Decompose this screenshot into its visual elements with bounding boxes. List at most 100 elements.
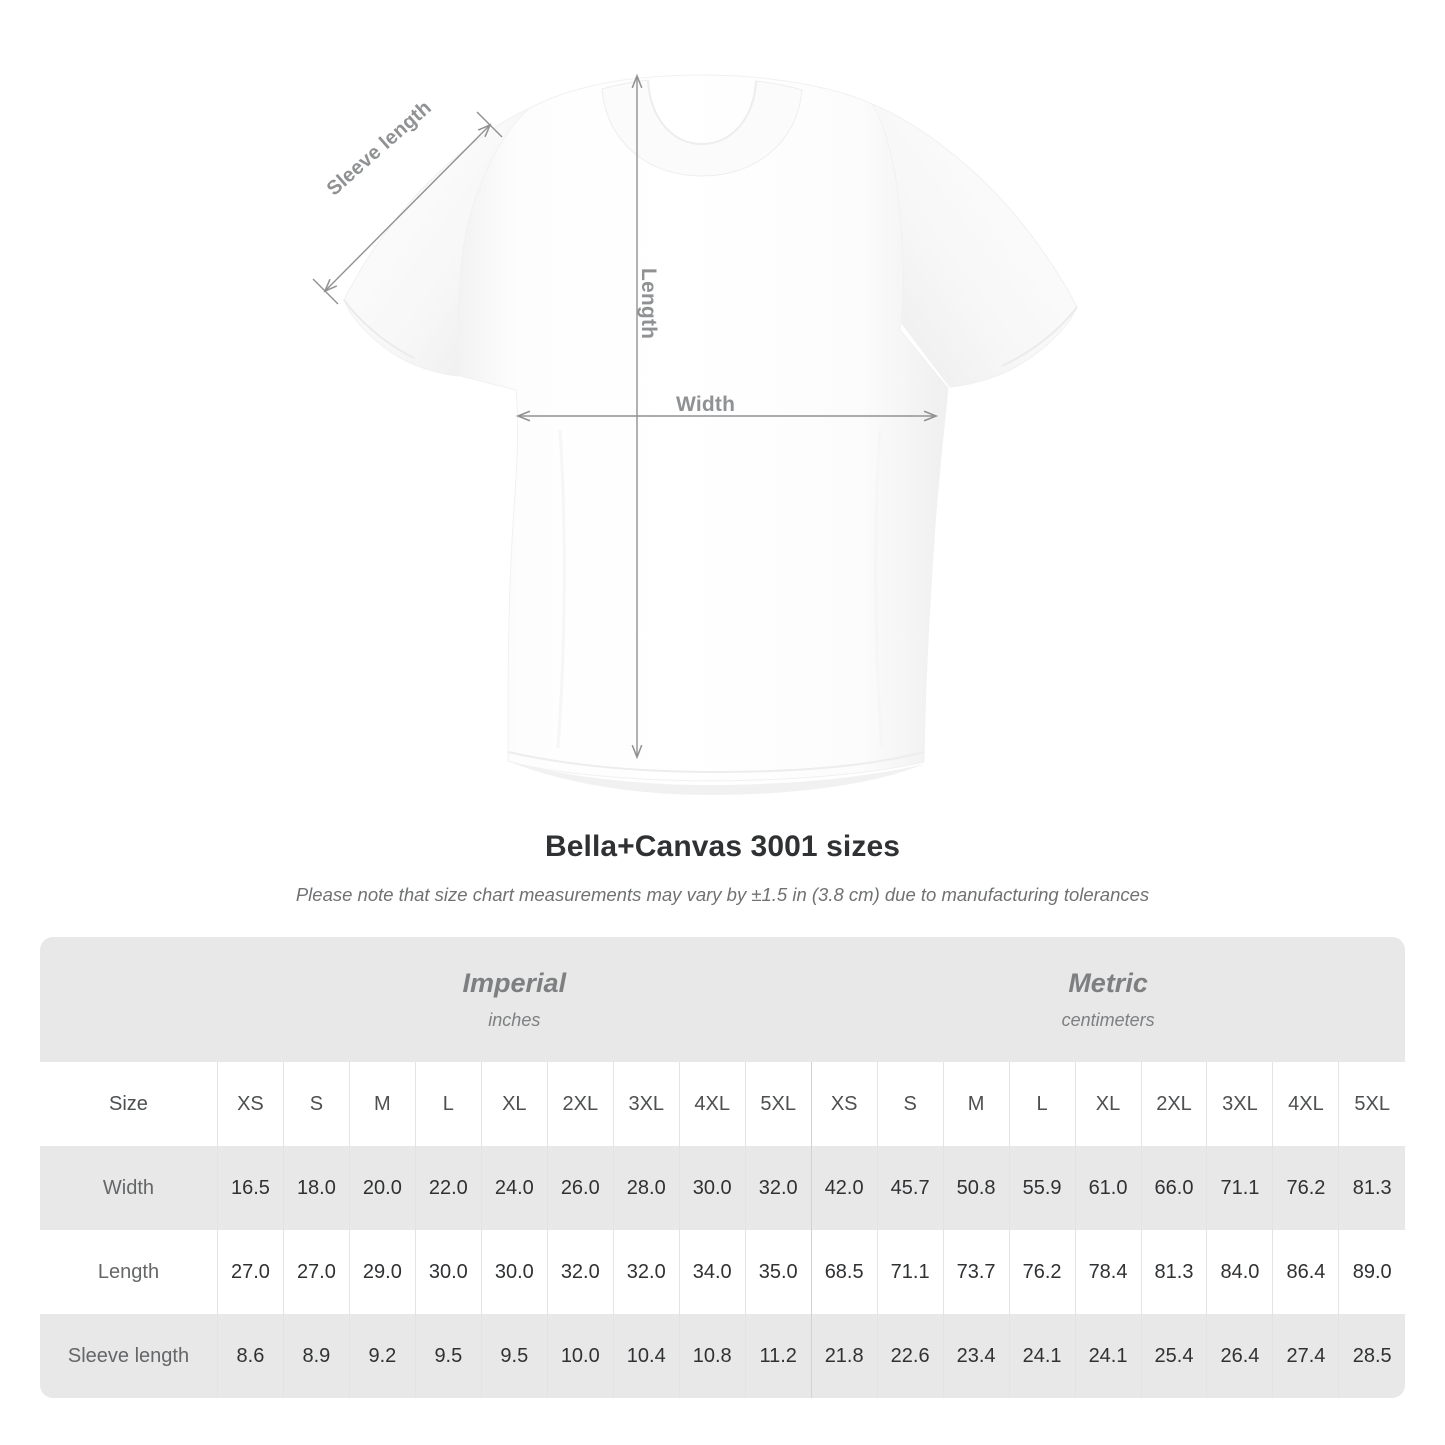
cell-value: 9.5 xyxy=(480,1314,548,1398)
cell-value: 45.7 xyxy=(876,1146,944,1230)
size-header-imperial-m: M xyxy=(348,1062,416,1146)
cell-value: 76.2 xyxy=(1272,1146,1339,1230)
cell-value: 9.2 xyxy=(348,1314,416,1398)
cell-value: 16.5 xyxy=(216,1146,284,1230)
cell-value: 27.0 xyxy=(216,1230,284,1314)
width-label: Width xyxy=(676,393,736,416)
cell-value: 30.0 xyxy=(678,1146,746,1230)
size-header-row: Size XS S M L XL 2XL 3XL 4XL 5XL XS S M L XL 2XL 3XL 4XL 5… xyxy=(40,1062,1405,1146)
unit-header-metric: Metric centimeters xyxy=(811,937,1405,1062)
cell-value: 68.5 xyxy=(810,1230,878,1314)
cell-value: 22.6 xyxy=(876,1314,944,1398)
tshirt-shape xyxy=(343,74,1078,796)
size-header-metric-xs: XS xyxy=(810,1062,878,1146)
cell-value: 30.0 xyxy=(480,1230,548,1314)
cell-value: 28.5 xyxy=(1338,1314,1405,1398)
cell-value: 24.1 xyxy=(1008,1314,1076,1398)
size-header-metric-2xl: 2XL xyxy=(1140,1062,1207,1146)
cell-value: 26.4 xyxy=(1206,1314,1273,1398)
cell-value: 42.0 xyxy=(810,1146,878,1230)
unit-banner-row: Imperial inches Metric centimeters xyxy=(40,937,1405,1062)
unit-subtitle: inches xyxy=(488,1010,541,1030)
size-header-imperial-xs: XS xyxy=(216,1062,284,1146)
collar-inner-edge xyxy=(647,79,757,146)
cell-value: 10.4 xyxy=(612,1314,680,1398)
cell-value: 10.8 xyxy=(678,1314,746,1398)
sleeve-tick-top xyxy=(476,111,503,138)
cell-value: 10.0 xyxy=(546,1314,614,1398)
cell-value: 71.1 xyxy=(1206,1146,1273,1230)
size-chart-illustration: Sleeve length Length Width xyxy=(312,73,1078,796)
cell-value: 24.1 xyxy=(1074,1314,1142,1398)
size-header-imperial-2xl: 2XL xyxy=(546,1062,614,1146)
cell-value: 25.4 xyxy=(1140,1314,1207,1398)
row-label-length: Length xyxy=(40,1230,218,1314)
size-header-metric-5xl: 5XL xyxy=(1338,1062,1405,1146)
cell-value: 29.0 xyxy=(348,1230,416,1314)
cell-value: 78.4 xyxy=(1074,1230,1142,1314)
row-label-sleeve-length: Sleeve length xyxy=(40,1314,218,1398)
table-row: Length 27.0 27.0 29.0 30.0 30.0 32.0 32.0 34.0 35… xyxy=(40,1230,1405,1314)
left-sleeve-hem xyxy=(343,299,415,359)
bottom-shadow xyxy=(510,762,924,796)
size-chart-heading: Bella+Canvas 3001 sizes Please note that… xyxy=(0,830,1445,906)
cell-value: 32.0 xyxy=(546,1230,614,1314)
cell-value: 27.0 xyxy=(282,1230,350,1314)
cell-value: 20.0 xyxy=(348,1146,416,1230)
unit-subtitle: centimeters xyxy=(1061,1010,1155,1030)
cell-value: 9.5 xyxy=(414,1314,482,1398)
cell-value: 18.0 xyxy=(282,1146,350,1230)
cell-value: 81.3 xyxy=(1140,1230,1207,1314)
size-header-imperial-4xl: 4XL xyxy=(678,1062,746,1146)
unit-banner-spacer xyxy=(40,937,218,1062)
sleeve-dimension-line xyxy=(323,123,492,293)
cell-value: 28.0 xyxy=(612,1146,680,1230)
cell-value: 27.4 xyxy=(1272,1314,1339,1398)
cell-value: 22.0 xyxy=(414,1146,482,1230)
unit-name: Imperial xyxy=(462,968,567,998)
dimension-lines xyxy=(312,73,939,760)
cell-value: 71.1 xyxy=(876,1230,944,1314)
tshirt-diagram xyxy=(312,73,1078,796)
cell-value: 34.0 xyxy=(678,1230,746,1314)
table-row: Width 16.5 18.0 20.0 22.0 24.0 26.0 28.0 30.0 32.… xyxy=(40,1146,1405,1230)
cell-value: 26.0 xyxy=(546,1146,614,1230)
size-table: Imperial inches Metric centimeters Size XS S M L… xyxy=(40,937,1405,1398)
cell-value: 32.0 xyxy=(744,1146,812,1230)
cell-value: 23.4 xyxy=(942,1314,1010,1398)
size-header-metric-3xl: 3XL xyxy=(1206,1062,1273,1146)
tolerance-note: Please note that size chart measurements… xyxy=(295,884,1150,905)
sleeve-tick-bottom xyxy=(312,278,339,305)
fold-left xyxy=(556,429,566,749)
cell-value: 50.8 xyxy=(942,1146,1010,1230)
cell-value: 66.0 xyxy=(1140,1146,1207,1230)
size-header-metric-m: M xyxy=(942,1062,1010,1146)
cell-value: 30.0 xyxy=(414,1230,482,1314)
cell-value: 24.0 xyxy=(480,1146,548,1230)
fold-right xyxy=(874,429,884,749)
cell-value: 55.9 xyxy=(1008,1146,1076,1230)
shirt-body xyxy=(457,74,949,782)
size-header-label: Size xyxy=(40,1062,218,1146)
size-header-imperial-s: S xyxy=(282,1062,350,1146)
unit-name: Metric xyxy=(1068,968,1148,998)
cell-value: 89.0 xyxy=(1338,1230,1405,1314)
cell-value: 73.7 xyxy=(942,1230,1010,1314)
right-sleeve-hem xyxy=(1001,306,1078,367)
cell-value: 61.0 xyxy=(1074,1146,1142,1230)
cell-value: 8.9 xyxy=(282,1314,350,1398)
length-label: Length xyxy=(637,268,660,340)
size-header-imperial-5xl: 5XL xyxy=(744,1062,812,1146)
cell-value: 8.6 xyxy=(216,1314,284,1398)
cell-value: 76.2 xyxy=(1008,1230,1076,1314)
size-header-metric-l: L xyxy=(1008,1062,1076,1146)
right-sleeve xyxy=(871,103,1078,388)
size-header-metric-s: S xyxy=(876,1062,944,1146)
cell-value: 81.3 xyxy=(1338,1146,1405,1230)
table-row: Sleeve length 8.6 8.9 9.2 9.5 9.5 10.0 10.4 10.8… xyxy=(40,1314,1405,1398)
size-header-imperial-3xl: 3XL xyxy=(612,1062,680,1146)
cell-value: 11.2 xyxy=(744,1314,812,1398)
cell-value: 32.0 xyxy=(612,1230,680,1314)
bottom-hem xyxy=(507,751,925,774)
page-title: Bella+Canvas 3001 sizes xyxy=(544,830,901,863)
